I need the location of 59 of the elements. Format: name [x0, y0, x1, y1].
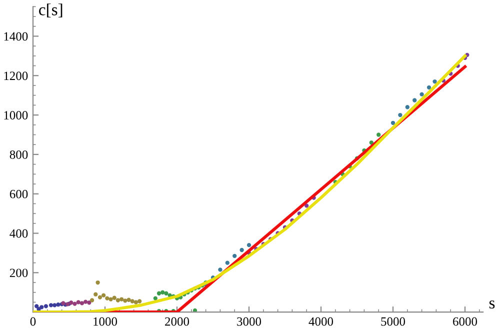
point	[105, 296, 110, 300]
x-tick-label: 4000	[308, 317, 334, 326]
point	[72, 302, 77, 306]
y-tick-label: 200	[10, 268, 28, 278]
point	[390, 120, 396, 125]
point	[160, 290, 165, 294]
point	[398, 112, 402, 118]
point	[240, 248, 244, 252]
point	[44, 304, 48, 308]
x-tick-label: 5000	[381, 317, 406, 326]
x-axis-title: s	[489, 300, 495, 309]
point	[90, 298, 94, 302]
point	[69, 300, 74, 305]
y-tick-label: 400	[10, 229, 28, 238]
point	[153, 296, 158, 300]
point	[137, 299, 142, 304]
x-tick-label: 6000	[453, 317, 478, 326]
x-tick-label: 0	[30, 317, 36, 326]
x-tick-label: 2000	[165, 317, 190, 326]
point	[225, 260, 230, 265]
y-tick-label: 1000	[4, 111, 28, 120]
y-axis-title: c[s]	[39, 4, 62, 18]
point	[432, 79, 437, 84]
point	[101, 293, 106, 298]
point	[87, 300, 92, 305]
point	[119, 297, 124, 302]
point	[80, 301, 84, 306]
point	[76, 300, 80, 304]
y-tick-label: 800	[10, 150, 28, 159]
point	[116, 298, 120, 302]
point	[48, 303, 54, 308]
point	[112, 296, 116, 300]
point	[96, 280, 100, 285]
x-tick-label: 1000	[94, 317, 118, 326]
x-tick-label: 3000	[237, 317, 262, 326]
point	[123, 298, 128, 303]
point	[232, 254, 237, 258]
point	[246, 242, 252, 248]
point	[376, 132, 381, 137]
point	[83, 300, 88, 304]
point	[426, 85, 432, 90]
point	[126, 298, 131, 302]
point	[156, 291, 162, 296]
point	[94, 292, 98, 296]
y-tick-label: 1200	[4, 72, 28, 80]
point	[164, 291, 168, 296]
point	[34, 304, 39, 308]
point	[40, 305, 44, 310]
y-tick-label: 600	[10, 190, 28, 198]
point	[98, 295, 102, 300]
point	[130, 299, 134, 304]
point	[412, 98, 417, 102]
point	[56, 302, 60, 307]
y-tick-label: 1400	[4, 32, 28, 41]
point	[52, 303, 57, 308]
point	[134, 300, 138, 304]
point	[218, 268, 222, 272]
point	[420, 92, 424, 96]
point	[405, 105, 410, 110]
